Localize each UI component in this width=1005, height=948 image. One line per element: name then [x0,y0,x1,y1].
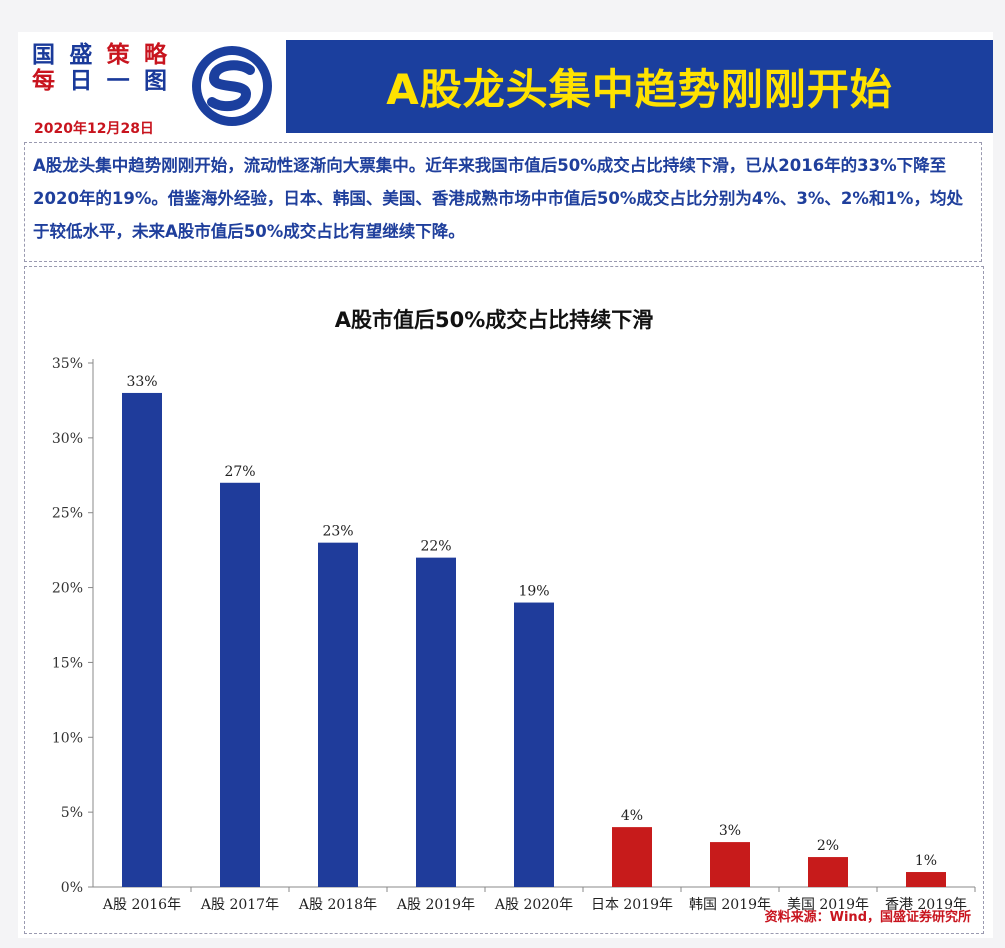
data-label: 2% [817,838,839,854]
brand-row-top: 国 盛 策 略 [30,42,170,68]
brand-char: 策 [106,42,131,68]
brand-char: 国 [32,42,56,68]
y-tick-label: 25% [52,506,83,522]
data-label: 33% [126,374,157,390]
data-label: 3% [719,823,741,839]
bar-4 [416,557,456,887]
bar-5 [514,602,554,887]
bar-7 [710,842,750,887]
banner-title: A股龙头集中趋势刚刚开始 [386,65,893,114]
y-tick-label: 20% [52,581,83,597]
x-tick-label: 日本 2019年 [591,897,673,913]
bar-9 [906,872,946,887]
y-tick-label: 5% [61,805,83,821]
bar-8 [808,857,848,887]
y-tick-label: 35% [52,356,83,372]
brand-char: 略 [143,42,168,68]
source-note: 资料来源：Wind，国盛证券研究所 [764,910,971,925]
data-label: 23% [322,524,353,540]
title-banner: A股龙头集中趋势刚刚开始 [286,40,993,133]
y-tick-label: 30% [52,431,83,447]
chart-panel: A股市值后50%成交占比持续下滑 0% 5% 10% 15% 20% 25% 30% 35% 33… [24,266,984,934]
chart-title: A股市值后50%成交占比持续下滑 [335,308,654,332]
brand-block: 国 盛 策 略 每 日 一 图 [30,42,180,112]
data-label: 1% [915,853,937,869]
x-tick-label: A股 2016年 [102,897,181,913]
x-tick-label: 香港 2019年 [885,897,967,913]
bar-chart: A股市值后50%成交占比持续下滑 0% 5% 10% 15% 20% 25% 30% 35% 33… [52,308,976,913]
y-tick-label: 0% [61,880,83,896]
data-label: 22% [420,539,451,555]
bar-2 [220,482,260,887]
brand-char: 日 [69,68,94,94]
y-tick-label: 15% [52,655,83,671]
x-tick-label: A股 2019年 [396,897,475,913]
x-tick-label: A股 2017年 [200,897,279,913]
brand-row-bottom: 每 日 一 图 [30,68,170,94]
bar-1 [122,392,162,887]
brand-char: 图 [143,68,168,94]
infographic-page: 国 盛 策 略 每 日 一 图 2020年12月28日 A股龙头集中趋势刚刚开始… [18,32,993,938]
company-logo-icon [192,46,272,126]
bar-3 [318,542,358,887]
data-label: 27% [224,464,255,480]
description-text: A股龙头集中趋势刚刚开始，流动性逐渐向大票集中。近年来我国市值后50%成交占比持… [33,156,963,241]
brand-char: 盛 [69,42,94,68]
description-box: A股龙头集中趋势刚刚开始，流动性逐渐向大票集中。近年来我国市值后50%成交占比持… [24,142,982,262]
brand-char: 每 [32,68,56,94]
bar-6 [612,827,652,887]
brand-char: 一 [106,68,131,94]
x-tick-label: A股 2020年 [494,897,573,913]
data-label: 4% [621,808,643,824]
x-tick-label: 韩国 2019年 [689,897,771,913]
data-label: 19% [518,584,549,600]
publish-date: 2020年12月28日 [34,121,154,137]
y-tick-label: 10% [52,730,83,746]
x-tick-label: 美国 2019年 [787,897,869,913]
x-tick-label: A股 2018年 [298,897,377,913]
